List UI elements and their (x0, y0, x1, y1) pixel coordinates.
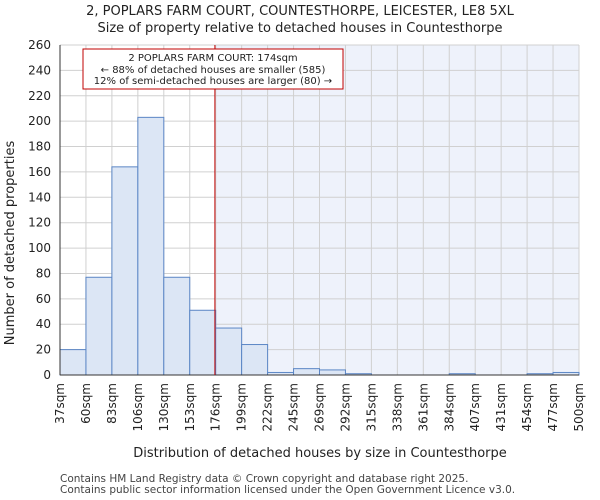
x-tick-label: 176sqm (209, 383, 223, 431)
x-tick-label: 153sqm (183, 383, 197, 431)
x-tick-label: 315sqm (364, 383, 378, 431)
annotation-larger: 12% of semi-detached houses are larger (… (94, 76, 332, 87)
x-tick-label: 500sqm (572, 383, 586, 431)
bar (293, 368, 320, 376)
x-tick-label: 269sqm (313, 383, 327, 431)
y-tick-label: 100 (28, 241, 51, 255)
bar (137, 116, 165, 376)
y-tick-label: 20 (36, 343, 51, 357)
bars (59, 116, 580, 376)
footer-copyright: Contains HM Land Registry data © Crown c… (60, 473, 469, 485)
chart-title: 2, POPLARS FARM COURT, COUNTESTHORPE, LE… (86, 4, 515, 19)
bar (319, 369, 346, 376)
y-tick-label: 160 (28, 165, 51, 179)
x-tick-label: 477sqm (546, 383, 560, 431)
x-tick-label: 83sqm (105, 383, 119, 424)
chart-subtitle: Size of property relative to detached ho… (97, 21, 502, 36)
bar (215, 327, 243, 376)
x-tick-label: 106sqm (131, 383, 145, 431)
annotation-smaller: ← 88% of detached houses are smaller (58… (101, 65, 326, 76)
bar (111, 166, 139, 376)
y-tick-label: 60 (36, 292, 51, 306)
x-tick-label: 431sqm (494, 383, 508, 431)
y-tick-label: 0 (43, 368, 51, 382)
y-axis-label: Number of detached properties (3, 141, 18, 346)
y-tick-label: 80 (36, 266, 51, 280)
y-tick-label: 40 (36, 317, 51, 331)
x-tick-label: 338sqm (390, 383, 404, 431)
x-tick-label: 130sqm (157, 383, 171, 431)
x-tick-label: 199sqm (235, 383, 249, 431)
x-tick-label: 454sqm (520, 383, 534, 431)
y-tick-label: 220 (28, 89, 51, 103)
x-tick-label: 245sqm (287, 383, 301, 431)
y-tick-label: 200 (28, 114, 51, 128)
y-tick-label: 140 (28, 190, 51, 204)
x-axis-label: Distribution of detached houses by size … (133, 446, 507, 461)
annotation-title: 2 POPLARS FARM COURT: 174sqm (128, 53, 297, 64)
y-tick-label: 120 (28, 216, 51, 230)
y-tick-labels: 0 20 40 60 80 100 120 140 160 180 200 220 240 260 (28, 38, 51, 382)
footer-licence: Contains public sector information licen… (60, 484, 516, 496)
bar (59, 349, 87, 376)
x-tick-labels: 37sqm 60sqm 83sqm 106sqm 130sqm 153sqm 176sqm 1… (53, 383, 586, 431)
y-tick-label: 260 (28, 38, 51, 52)
x-tick-label: 60sqm (79, 383, 93, 424)
y-tick-label: 180 (28, 140, 51, 154)
bar (163, 276, 191, 376)
x-tick-label: 222sqm (261, 383, 275, 431)
x-tick-label: 384sqm (442, 383, 456, 431)
x-tick-label: 407sqm (468, 383, 482, 431)
x-tick-label: 361sqm (416, 383, 430, 431)
annotation-box: 2 POPLARS FARM COURT: 174sqm ← 88% of de… (82, 48, 344, 90)
bar (85, 276, 113, 376)
bar (241, 344, 269, 376)
x-tick-label: 37sqm (53, 383, 67, 424)
bar (189, 309, 217, 376)
y-tick-label: 240 (28, 63, 51, 77)
x-tick-label: 292sqm (338, 383, 352, 431)
